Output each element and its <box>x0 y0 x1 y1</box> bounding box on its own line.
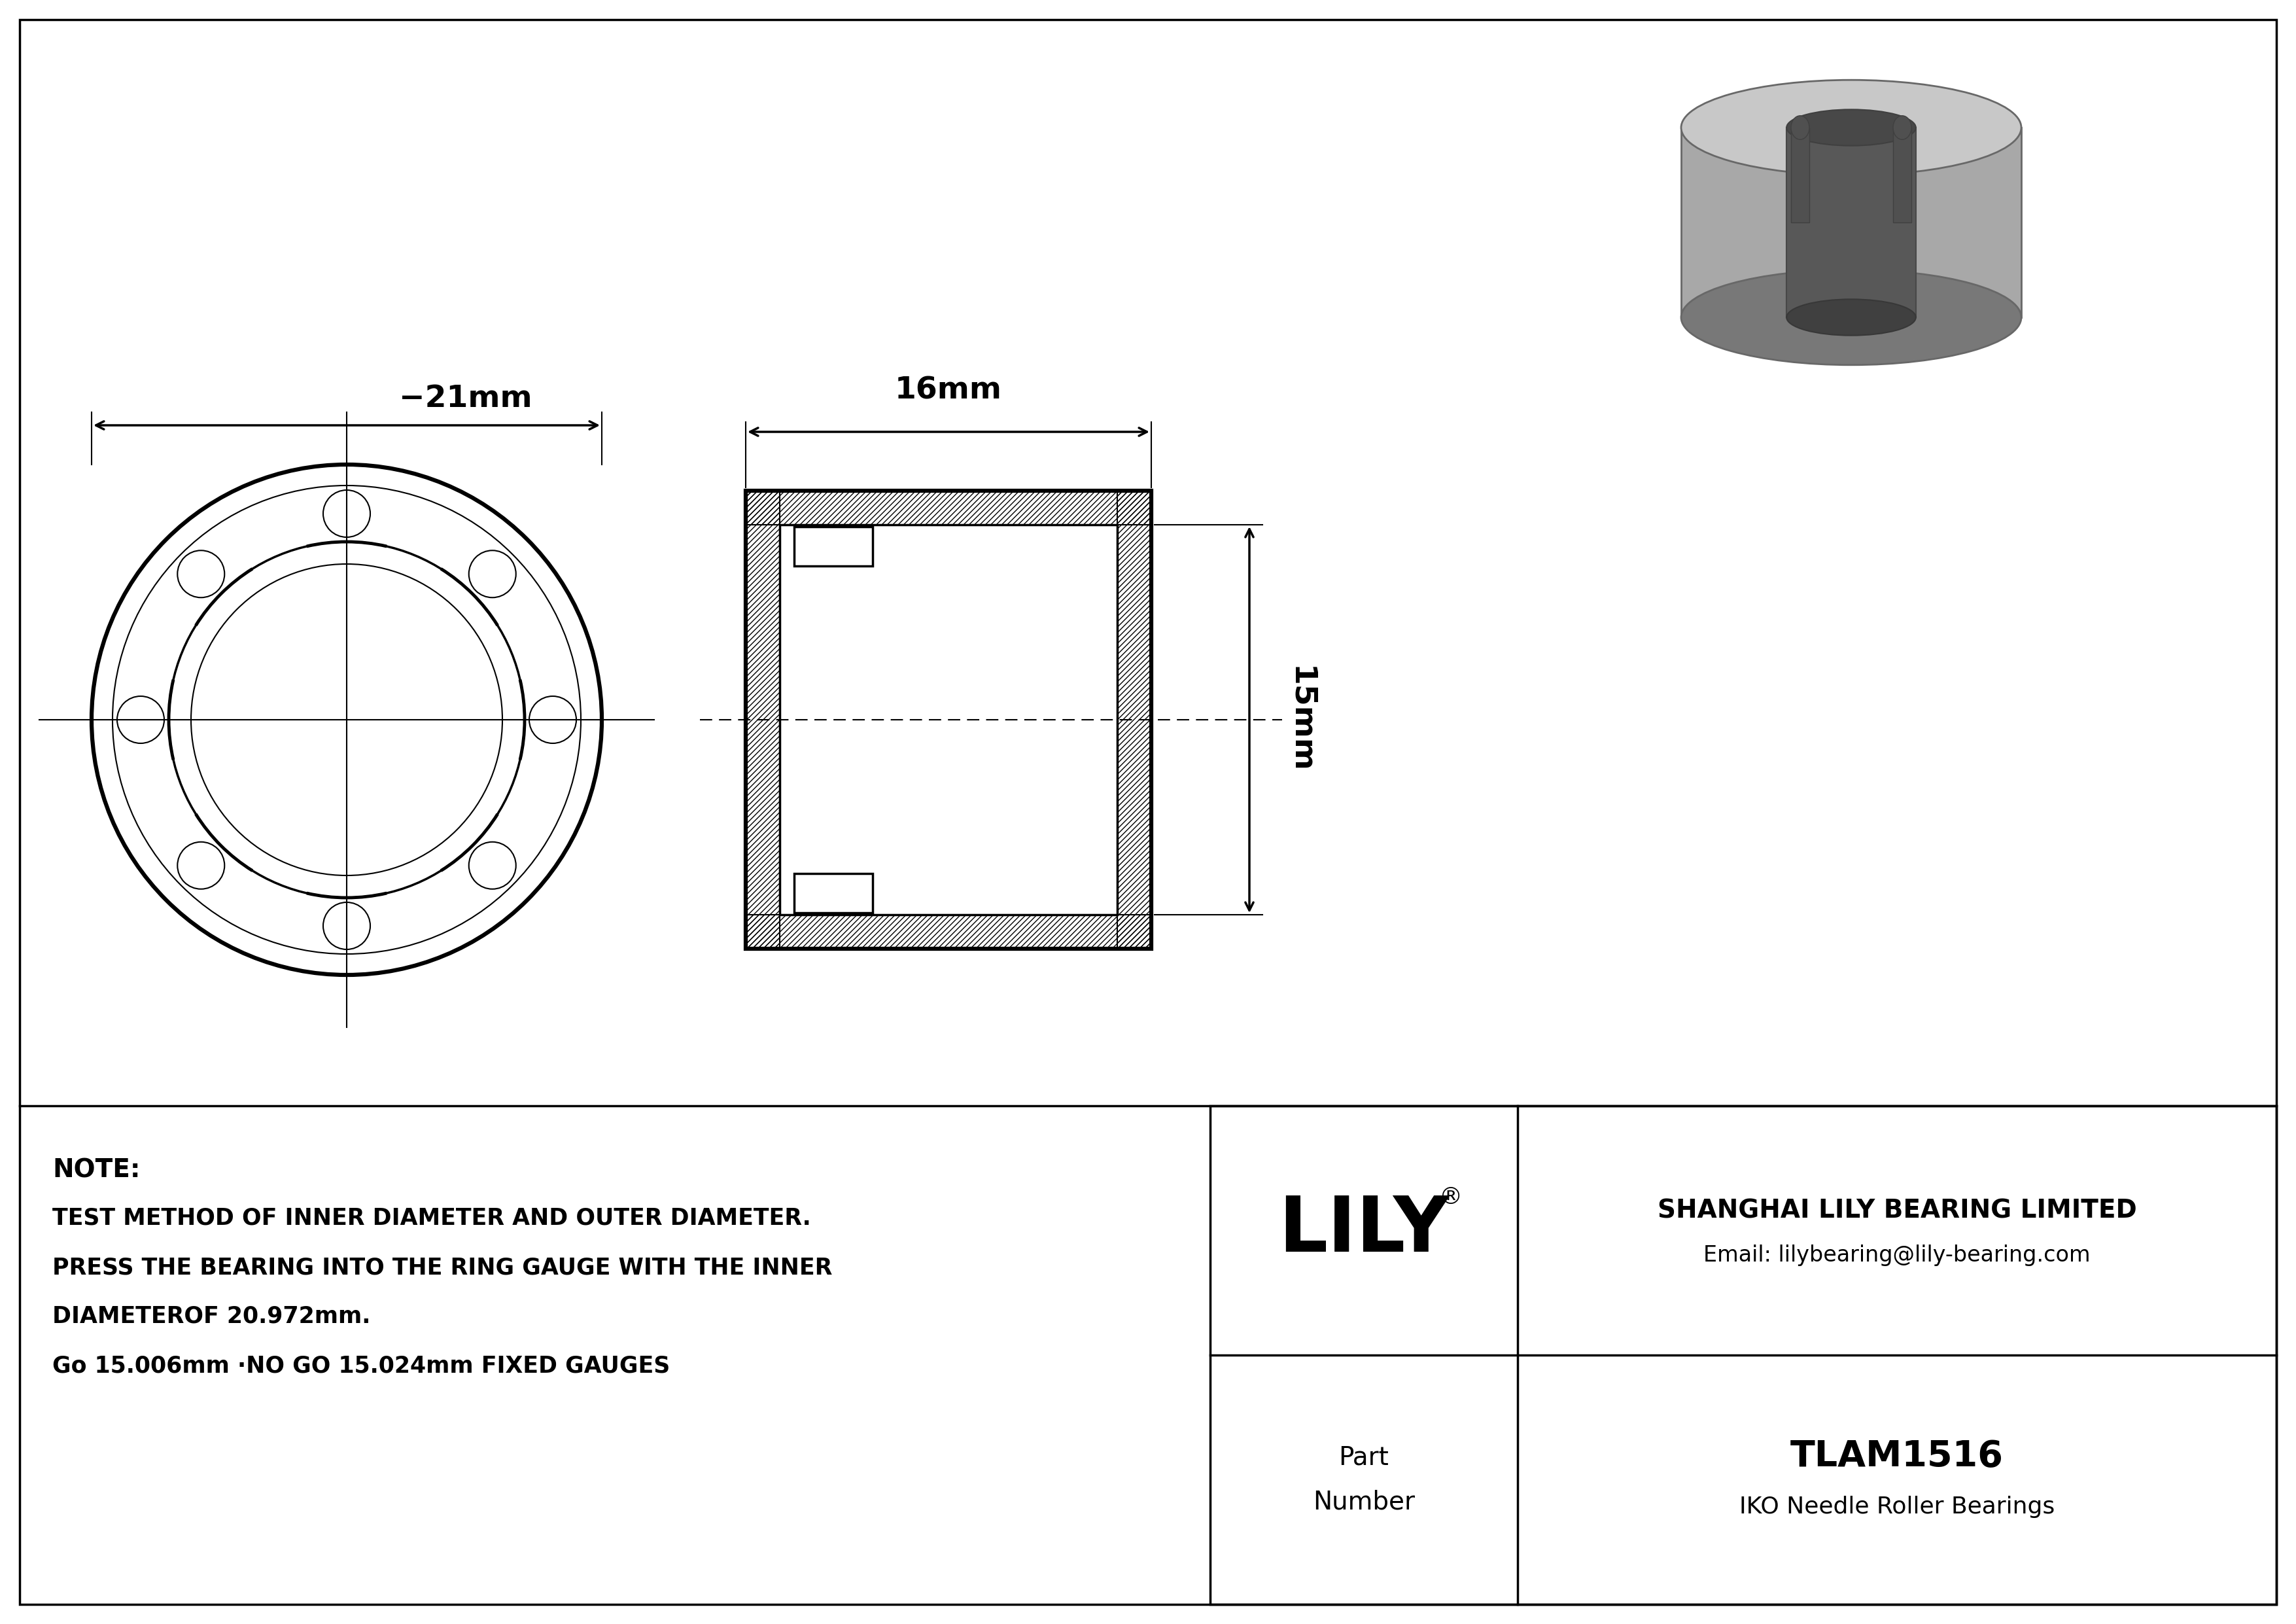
Text: TLAM1516: TLAM1516 <box>1791 1439 2004 1475</box>
Bar <box>1681 128 2020 317</box>
Bar <box>1791 128 1809 222</box>
Bar <box>794 526 872 567</box>
Text: NOTE:: NOTE: <box>53 1158 140 1182</box>
Bar <box>1210 1106 2275 1605</box>
Bar <box>746 490 781 948</box>
Ellipse shape <box>1681 80 2020 175</box>
Ellipse shape <box>1786 109 1915 146</box>
Bar <box>746 914 1150 948</box>
Bar <box>1786 128 1915 317</box>
Ellipse shape <box>1786 299 1915 336</box>
Text: 15mm: 15mm <box>1286 666 1316 773</box>
Text: LILY: LILY <box>1279 1192 1449 1268</box>
Ellipse shape <box>1894 115 1910 140</box>
Text: Part
Number: Part Number <box>1313 1445 1414 1515</box>
Text: DIAMETEROF 20.972mm.: DIAMETEROF 20.972mm. <box>53 1306 370 1327</box>
Text: PRESS THE BEARING INTO THE RING GAUGE WITH THE INNER: PRESS THE BEARING INTO THE RING GAUGE WI… <box>53 1257 831 1278</box>
Text: TEST METHOD OF INNER DIAMETER AND OUTER DIAMETER.: TEST METHOD OF INNER DIAMETER AND OUTER … <box>53 1207 810 1229</box>
Bar <box>794 874 872 913</box>
Text: IKO Needle Roller Bearings: IKO Needle Roller Bearings <box>1740 1496 2055 1518</box>
Bar <box>746 490 1150 525</box>
Bar <box>746 490 1150 948</box>
Bar <box>1118 490 1150 948</box>
Ellipse shape <box>1681 270 2020 365</box>
Ellipse shape <box>1791 115 1809 140</box>
Text: 16mm: 16mm <box>895 377 1001 406</box>
Text: Email: lilybearing@lily-bearing.com: Email: lilybearing@lily-bearing.com <box>1704 1244 2089 1267</box>
Text: Go 15.006mm ·NO GO 15.024mm FIXED GAUGES: Go 15.006mm ·NO GO 15.024mm FIXED GAUGES <box>53 1354 670 1377</box>
Text: SHANGHAI LILY BEARING LIMITED: SHANGHAI LILY BEARING LIMITED <box>1658 1199 2138 1223</box>
Text: −21mm: −21mm <box>400 385 533 414</box>
Text: ®: ® <box>1440 1187 1463 1208</box>
Bar <box>1894 128 1910 222</box>
Bar <box>781 525 1118 914</box>
